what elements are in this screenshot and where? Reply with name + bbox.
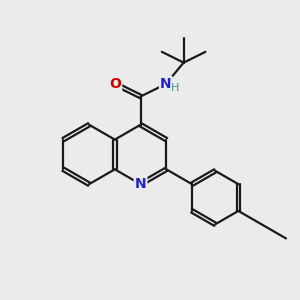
Text: O: O — [109, 77, 121, 91]
Text: H: H — [171, 82, 179, 93]
Text: N: N — [135, 177, 146, 191]
Text: N: N — [160, 77, 172, 91]
